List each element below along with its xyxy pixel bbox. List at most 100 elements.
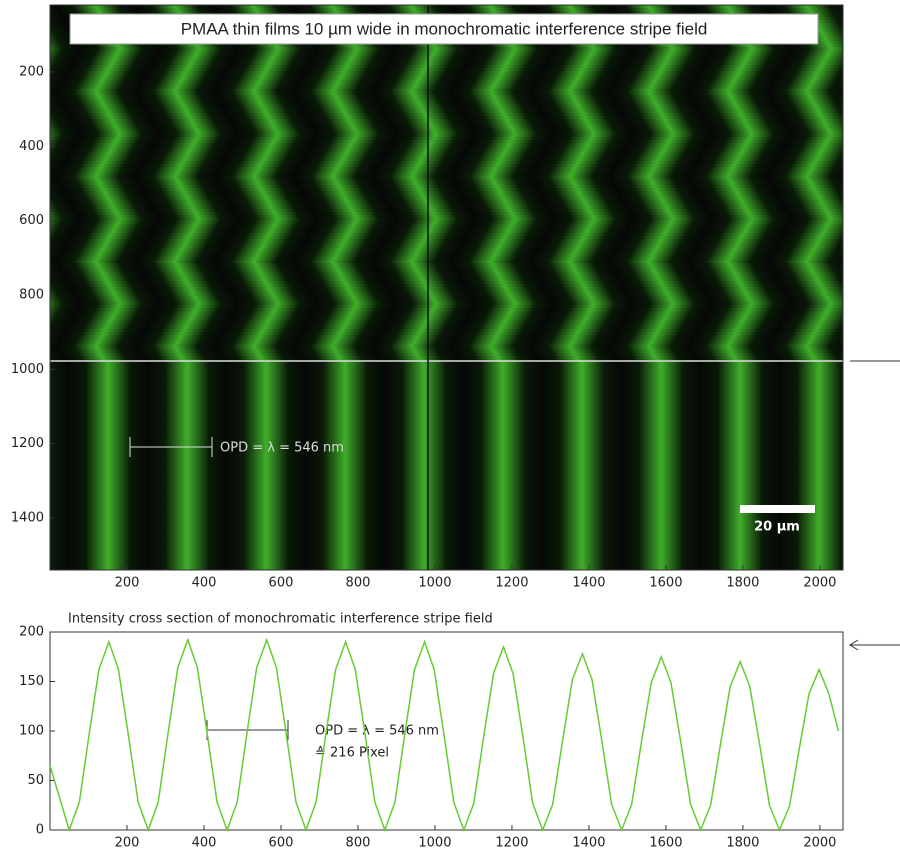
x-tick-label: 2000 <box>803 836 836 851</box>
image-band <box>50 101 843 104</box>
image-band <box>50 302 843 305</box>
x-tick-label: 800 <box>346 576 371 591</box>
image-band <box>50 263 843 266</box>
intensity-line <box>49 637 840 833</box>
image-band <box>50 104 843 107</box>
image-band <box>50 95 843 98</box>
image-band <box>50 341 843 344</box>
image-title: PMAA thin films 10 µm wide in monochroma… <box>181 19 708 38</box>
image-band <box>50 62 843 65</box>
image-band <box>50 353 843 356</box>
image-band <box>50 311 843 314</box>
image-band <box>50 344 843 347</box>
image-band <box>50 338 843 341</box>
image-band <box>50 86 843 89</box>
image-band <box>50 68 843 71</box>
image-band <box>50 182 843 185</box>
image-band <box>50 44 843 47</box>
y-tick-label: 150 <box>19 674 44 689</box>
image-band <box>50 80 843 83</box>
image-band <box>50 245 843 248</box>
image-band <box>50 317 843 320</box>
image-band <box>50 5 843 8</box>
image-band <box>50 92 843 95</box>
image-band <box>50 323 843 326</box>
x-tick-label: 2000 <box>803 576 836 591</box>
image-band <box>50 11 843 14</box>
image-band <box>50 98 843 101</box>
x-tick-label: 1600 <box>649 576 682 591</box>
image-band <box>50 176 843 179</box>
image-band <box>50 350 843 353</box>
image-band <box>50 347 843 350</box>
image-band <box>50 158 843 161</box>
image-band <box>50 167 843 170</box>
y-tick-label: 400 <box>19 139 44 154</box>
image-band <box>50 161 843 164</box>
x-tick-label: 1800 <box>726 576 759 591</box>
y-tick-label: 1400 <box>11 510 44 525</box>
annotation: OPD = λ = 546 nm <box>315 724 439 739</box>
x-tick-label: 400 <box>192 836 217 851</box>
plot-frame <box>49 631 844 831</box>
image-band <box>50 266 843 269</box>
image-band <box>50 212 843 215</box>
image-band <box>50 326 843 329</box>
image-band <box>50 89 843 92</box>
image-band <box>50 320 843 323</box>
image-band <box>50 170 843 173</box>
image-band <box>50 179 843 182</box>
image-band <box>50 152 843 155</box>
x-tick-label: 600 <box>269 836 294 851</box>
image-band <box>50 47 843 50</box>
image-band <box>50 137 843 140</box>
image-band <box>50 275 843 278</box>
image-band <box>50 335 843 338</box>
image-band <box>50 173 843 176</box>
image-band <box>50 356 843 359</box>
image-band <box>50 50 843 53</box>
image-band <box>50 164 843 167</box>
image-band <box>50 140 843 143</box>
y-tick-label: 0 <box>36 823 44 838</box>
image-band <box>50 194 843 197</box>
image-band <box>50 155 843 158</box>
image-band <box>50 287 843 290</box>
image-band <box>50 131 843 134</box>
image-band <box>50 272 843 275</box>
image-band <box>50 230 843 233</box>
image-band <box>50 125 843 128</box>
y-tick-label: 50 <box>27 773 44 788</box>
image-band <box>50 209 843 212</box>
image-band <box>50 233 843 236</box>
x-tick-label: 1800 <box>726 836 759 851</box>
scale-bar-label: 20 µm <box>754 520 800 535</box>
x-tick-label: 1600 <box>649 836 682 851</box>
x-tick-label: 600 <box>269 576 294 591</box>
image-band <box>50 257 843 260</box>
arrow-head <box>849 639 859 651</box>
y-tick-label: 200 <box>19 625 44 640</box>
scale-bar <box>740 505 815 513</box>
image-band <box>50 332 843 335</box>
y-tick-label: 600 <box>19 213 44 228</box>
image-band <box>50 119 843 122</box>
image-band <box>50 191 843 194</box>
image-band <box>50 56 843 59</box>
image-band <box>50 143 843 146</box>
image-band <box>50 53 843 56</box>
image-band <box>50 146 843 149</box>
image-band <box>50 107 843 110</box>
image-band <box>50 200 843 203</box>
chart-title: Intensity cross section of monochromatic… <box>68 612 493 627</box>
image-band <box>50 116 843 119</box>
image-band <box>50 224 843 227</box>
image-band <box>50 206 843 209</box>
micrograph <box>50 5 843 570</box>
image-band <box>50 293 843 296</box>
x-tick-label: 1000 <box>418 576 451 591</box>
image-band <box>50 278 843 281</box>
image-band <box>50 77 843 80</box>
image-band <box>50 8 843 11</box>
